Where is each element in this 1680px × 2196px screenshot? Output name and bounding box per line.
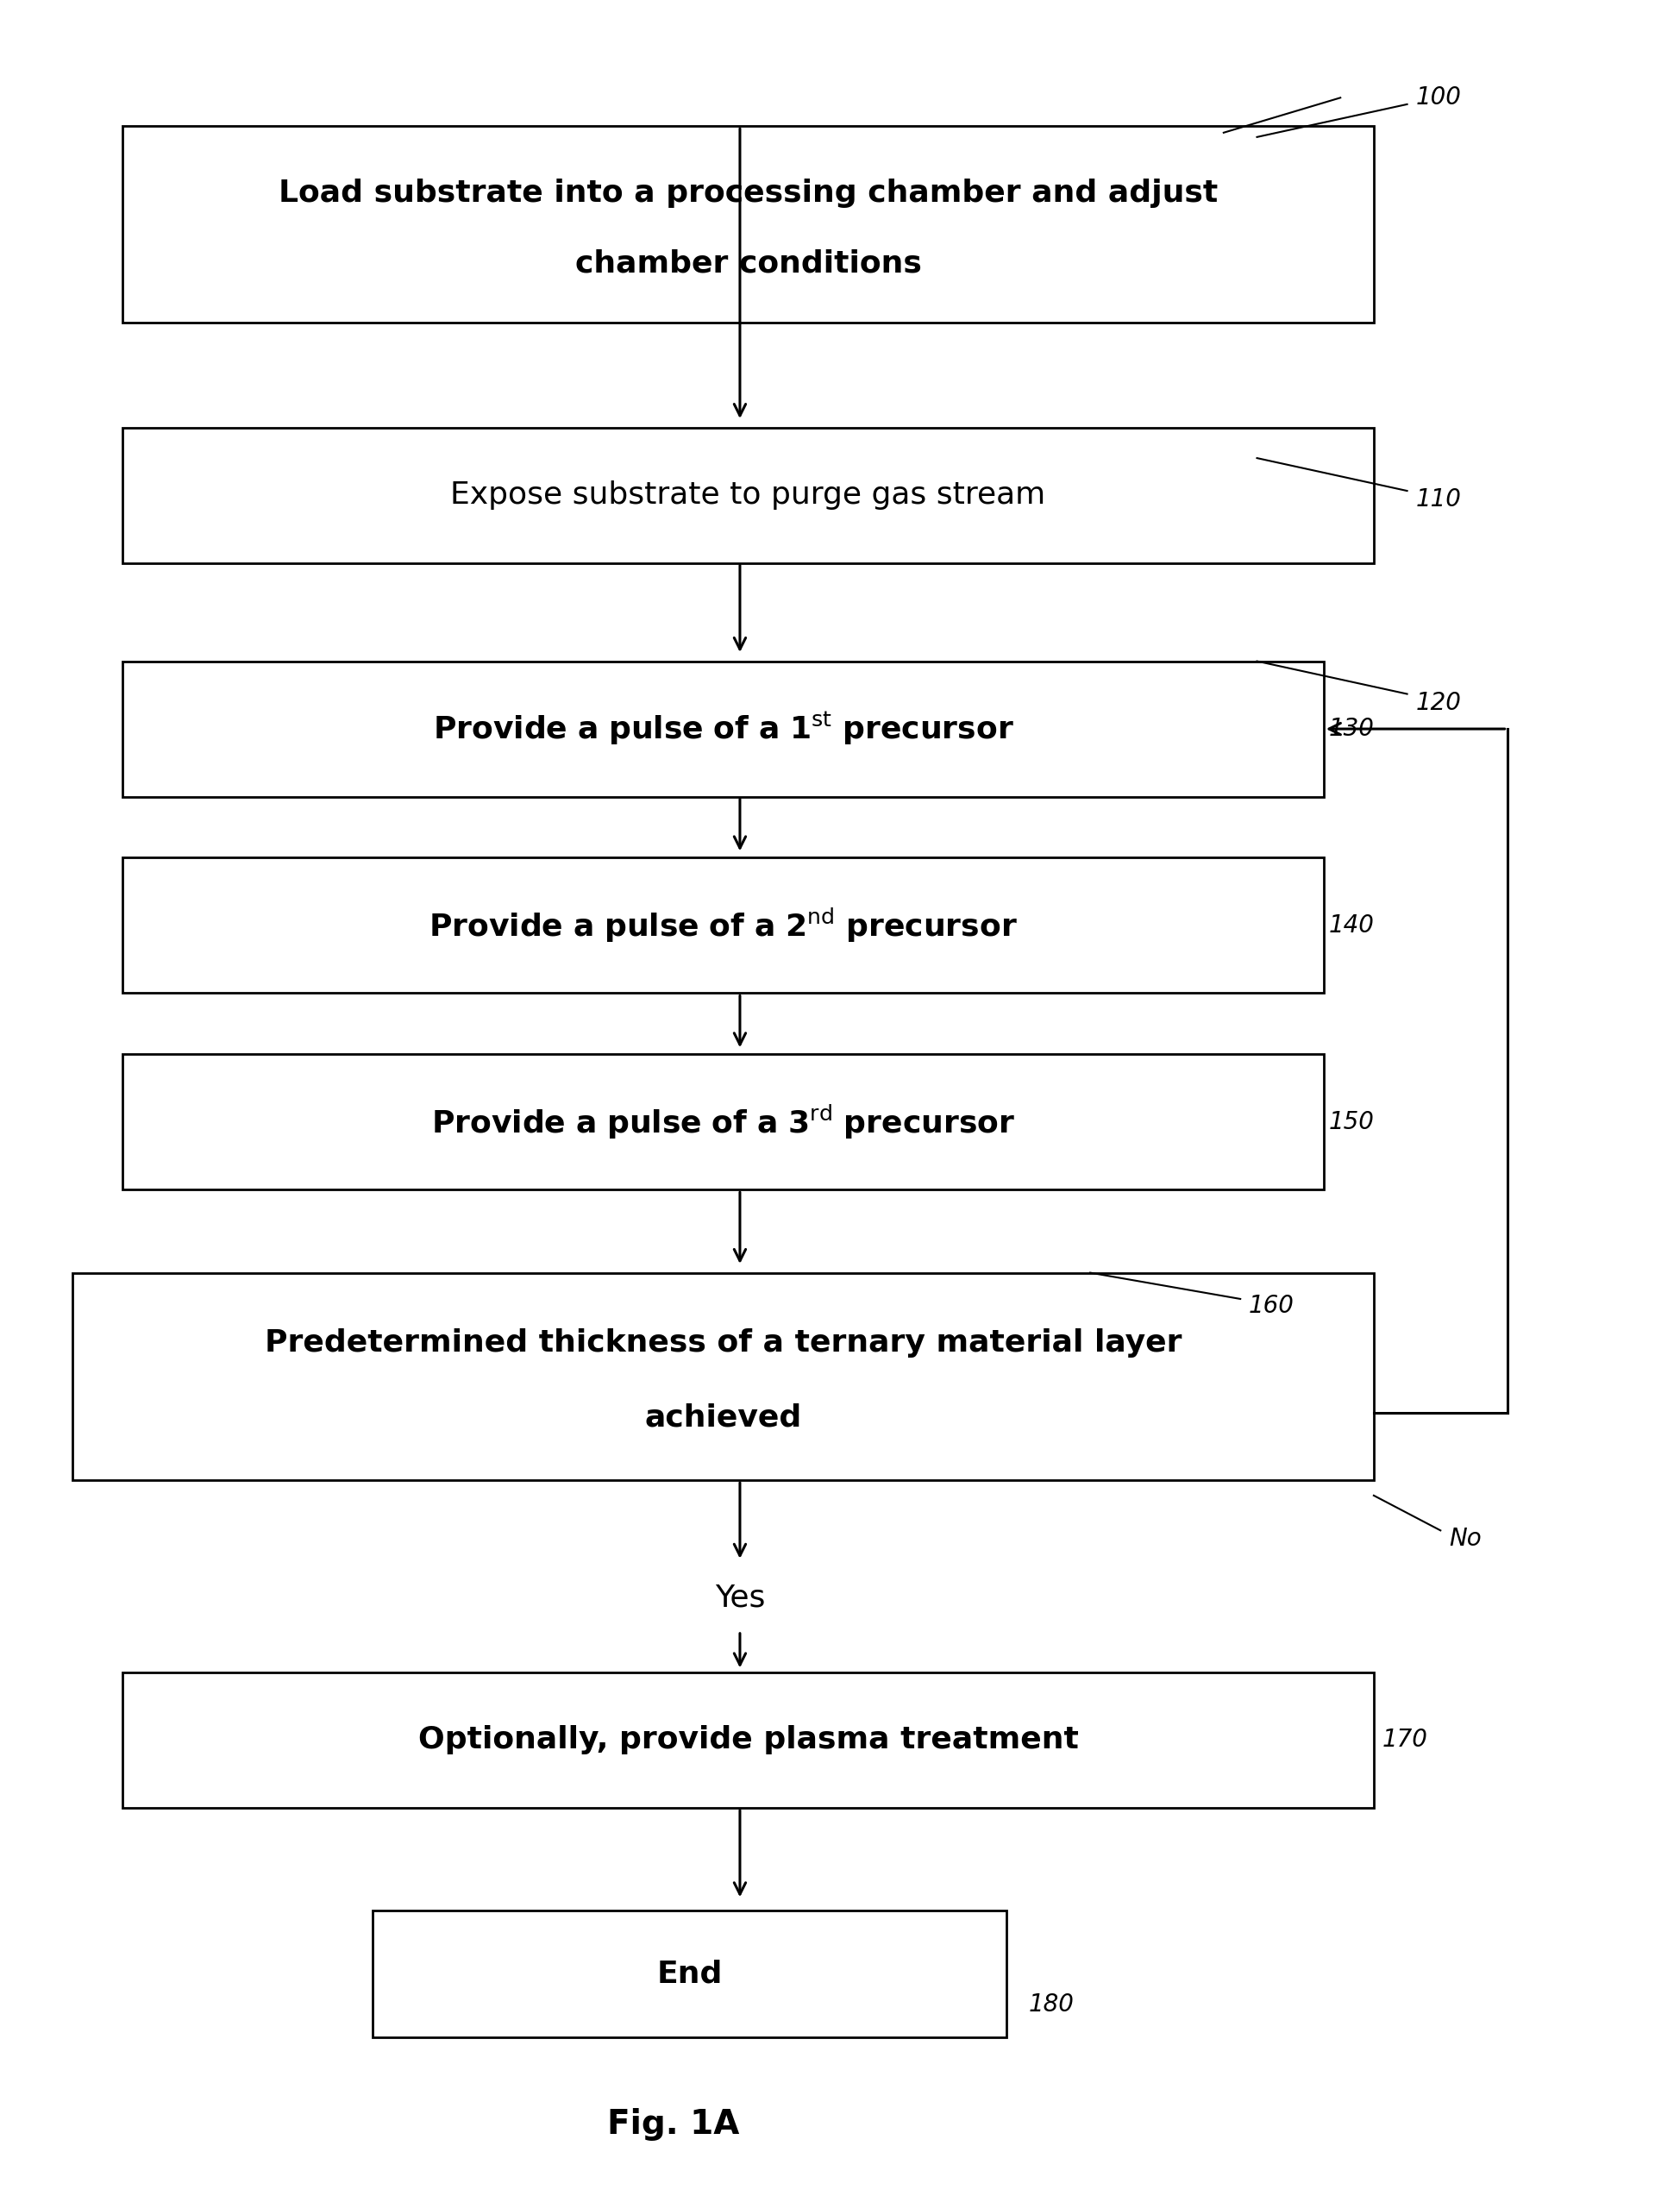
Text: achieved: achieved [645,1403,801,1432]
Text: Expose substrate to purge gas stream: Expose substrate to purge gas stream [450,481,1047,509]
Text: 150: 150 [1329,1109,1374,1133]
Bar [123,1054,1324,1190]
Bar [123,1673,1374,1807]
Text: 140: 140 [1329,914,1374,938]
Text: 160: 160 [1248,1293,1294,1318]
Text: 100: 100 [1416,86,1462,110]
Bar [123,661,1324,797]
Text: End: End [657,1959,722,1987]
Text: Predetermined thickness of a ternary material layer: Predetermined thickness of a ternary mat… [265,1329,1181,1357]
Text: Yes: Yes [714,1583,764,1612]
Text: $\mathbf{Provide\ a\ pulse\ of\ a\ 2^{\mathrm{nd}}\ precursor}$: $\mathbf{Provide\ a\ pulse\ of\ a\ 2^{\m… [428,907,1018,944]
Text: 170: 170 [1383,1728,1428,1752]
Text: $\mathbf{Provide\ a\ pulse\ of\ a\ 1^{\mathrm{st}}\ precursor}$: $\mathbf{Provide\ a\ pulse\ of\ a\ 1^{\m… [433,712,1013,747]
Text: Load substrate into a processing chamber and adjust: Load substrate into a processing chamber… [279,178,1218,209]
Bar [123,859,1324,993]
Bar [373,1911,1006,2038]
Text: 130: 130 [1329,716,1374,740]
Text: chamber conditions: chamber conditions [575,248,922,279]
Bar [123,428,1374,562]
Text: $\mathbf{Provide\ a\ pulse\ of\ a\ 3^{\mathrm{rd}}\ precursor}$: $\mathbf{Provide\ a\ pulse\ of\ a\ 3^{\m… [432,1102,1015,1142]
Text: Fig. 1A: Fig. 1A [606,2108,739,2141]
Bar [72,1274,1374,1480]
Bar [123,125,1374,323]
Text: 110: 110 [1416,488,1462,512]
Text: 120: 120 [1416,690,1462,714]
Text: No: No [1448,1526,1482,1550]
Text: Optionally, provide plasma treatment: Optionally, provide plasma treatment [418,1726,1079,1755]
Text: 180: 180 [1028,1992,1074,2016]
